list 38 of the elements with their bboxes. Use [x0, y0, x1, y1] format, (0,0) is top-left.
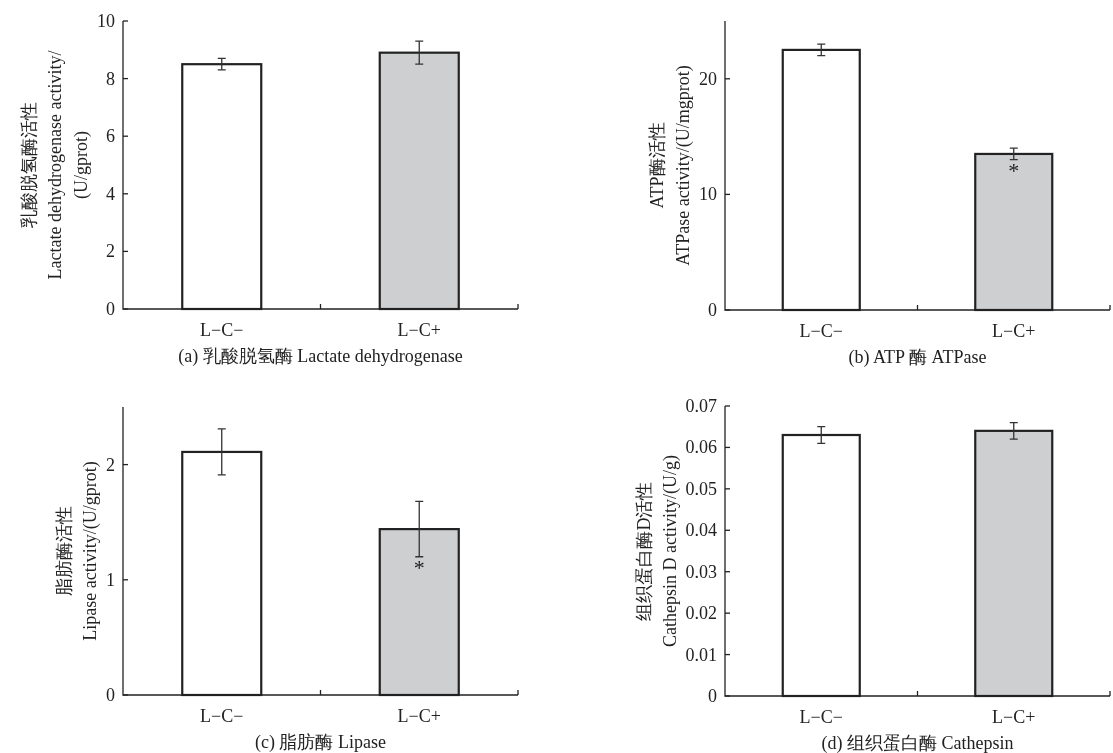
y-tick-label: 10	[97, 11, 115, 31]
text: (c) 脂肪酶 Lipase	[255, 732, 386, 753]
y-tick-label: 10	[699, 184, 717, 205]
text: (b) ATP 酶 ATPase	[848, 347, 987, 368]
y-tick-label: 0.07	[685, 396, 717, 416]
y-tick-label: 0.03	[685, 561, 717, 582]
annotation: *	[413, 554, 425, 580]
x-tick-label: L−C−	[200, 706, 244, 726]
y-tick-label: 0.02	[685, 603, 717, 624]
y-tick-label: 1	[106, 569, 115, 590]
x-tick-label: L−C−	[799, 707, 843, 727]
y-tick-label: 20	[699, 68, 717, 89]
y-tick-label: 4	[106, 183, 115, 204]
y-tick-label: 0.04	[685, 520, 717, 541]
x-tick-label: L−C+	[992, 321, 1036, 341]
y-tick-label: 2	[106, 454, 115, 475]
y-tick-label: 0	[106, 299, 115, 319]
x-tick-label: L−C−	[799, 321, 843, 341]
text: (a) 乳酸脱氢酶 Lactate dehydrogenase	[178, 346, 463, 367]
x-tick-label: L−C+	[992, 707, 1036, 727]
y-axis-title: 乳酸脱氢酶活性 Lactate dehydrogenase activity/ (U/gprot)	[19, 50, 92, 280]
y-tick-label: 0.05	[685, 478, 717, 499]
y-tick-label: 0	[106, 685, 115, 705]
x-tick-label: L−C+	[397, 320, 441, 340]
y-tick-label: 0	[708, 686, 717, 706]
y-tick-label: 0.06	[685, 437, 717, 458]
y-axis-title: 脂肪酶活性 Lipase activity/(U/gprot)	[54, 461, 101, 641]
annotation: *	[1008, 157, 1020, 183]
y-tick-label: 6	[106, 126, 115, 147]
y-tick-label: 0	[708, 300, 717, 320]
y-axis-title: 组织蛋白酶D活性 Cathepsin D activity/(U/g)	[633, 455, 681, 647]
x-tick-label: L−C−	[200, 320, 244, 340]
y-tick-label: 0.01	[685, 644, 717, 665]
x-tick-label: L−C+	[397, 706, 441, 726]
text: (d) 组织蛋白酶 Cathepsin	[821, 733, 1014, 753]
y-tick-label: 8	[106, 68, 115, 89]
y-tick-label: 2	[106, 241, 115, 262]
y-axis-title: ATP酶活性 ATPase activity/(U/mgprot)	[647, 65, 694, 266]
